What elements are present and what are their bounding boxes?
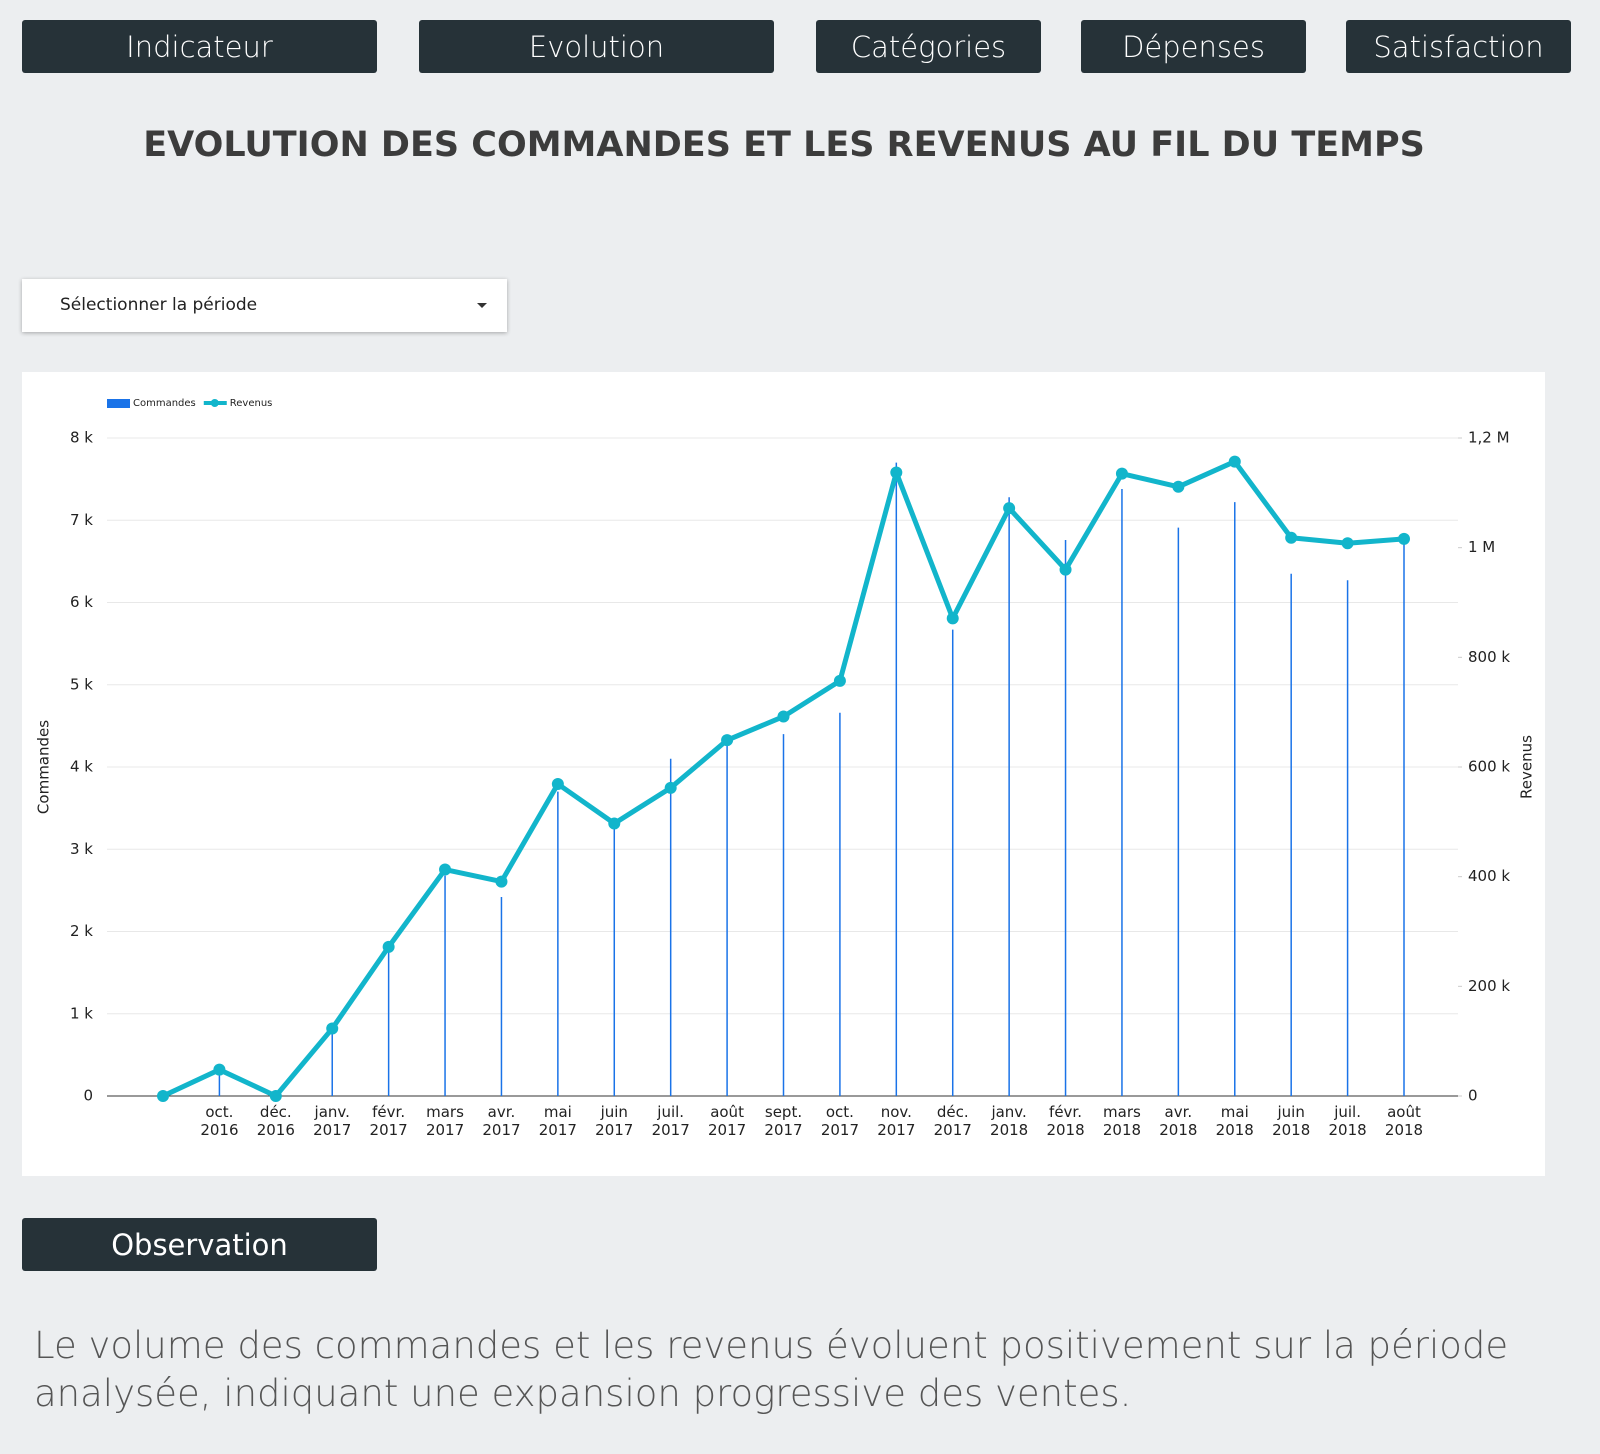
- point: [1059, 563, 1072, 576]
- x-tick-label: mai 2018: [1215, 1103, 1254, 1139]
- x-tick-label: mars 2017: [425, 1103, 465, 1139]
- x-tick-label: févr. 2017: [369, 1103, 408, 1139]
- x-tick-label: sept. 2017: [764, 1103, 803, 1139]
- y2-tick-label: 1 M: [1468, 538, 1495, 556]
- y-tick-label: 6 k: [70, 593, 93, 611]
- x-tick-label: janv. 2017: [313, 1103, 352, 1139]
- x-tick-label: déc. 2017: [933, 1103, 972, 1139]
- point: [1398, 532, 1410, 545]
- nav-button[interactable]: Satisfaction: [1346, 20, 1571, 73]
- point: [551, 777, 564, 790]
- observation-heading: Observation: [22, 1218, 377, 1271]
- point: [1115, 467, 1128, 480]
- point: [439, 863, 452, 876]
- x-tick-label: mai 2017: [538, 1103, 577, 1139]
- y-tick-label: 3 k: [70, 840, 93, 858]
- y-tick-label: 2 k: [70, 922, 93, 940]
- point: [664, 781, 677, 794]
- nav-button[interactable]: Dépenses: [1081, 20, 1306, 73]
- y2-tick-label: 600 k: [1468, 758, 1510, 776]
- page-title: EVOLUTION DES COMMANDES ET LES REVENUS A…: [143, 125, 1425, 165]
- chart: 0 1 k 2 k 3 k 4 k 5 k 6 k 7 k 8 k 0 200 k 400 k 600 …: [35, 398, 1536, 1105]
- nav-button[interactable]: Catégories: [816, 20, 1041, 73]
- x-tick-label: avr. 2017: [482, 1103, 521, 1139]
- legend-swatch: [210, 399, 219, 407]
- point: [946, 612, 959, 625]
- point: [1003, 502, 1016, 515]
- point: [213, 1063, 226, 1076]
- x-tick-label: juin 2017: [595, 1103, 634, 1139]
- x-tick-label: juin 2018: [1272, 1103, 1311, 1139]
- x-tick-label: mars 2018: [1102, 1103, 1142, 1139]
- point: [1172, 480, 1185, 493]
- point: [608, 817, 621, 830]
- y-tick-label: 0: [83, 1087, 93, 1105]
- x-tick-label: juil. 2017: [651, 1103, 690, 1139]
- x-tick-label: avr. 2018: [1159, 1103, 1198, 1139]
- y2-tick-label: 800 k: [1468, 648, 1510, 666]
- y-tick-label: 8 k: [70, 429, 93, 447]
- y2-tick-label: 400 k: [1468, 867, 1510, 885]
- y2-tick-label: 1,2 M: [1468, 429, 1510, 447]
- legend-label: Revenus: [230, 398, 273, 409]
- observation-text: Le volume des commandes et les revenus é…: [34, 1324, 1509, 1415]
- y2-axis-title: Revenus: [1518, 735, 1536, 799]
- nav-button[interactable]: Indicateur: [22, 20, 377, 73]
- point: [721, 734, 734, 747]
- y-axis-title: Commandes: [35, 720, 53, 814]
- x-tick-label: août 2018: [1384, 1103, 1424, 1139]
- point: [1341, 537, 1354, 550]
- point: [833, 674, 846, 687]
- y2-tick-label: 200 k: [1468, 977, 1510, 995]
- y-tick-label: 1 k: [70, 1004, 93, 1022]
- dropdown-arrow: [477, 303, 487, 308]
- x-tick-label: nov. 2017: [877, 1103, 916, 1139]
- legend-swatch: [107, 399, 130, 408]
- point: [157, 1090, 169, 1102]
- x-tick-label: juil. 2018: [1328, 1103, 1367, 1139]
- point: [777, 710, 790, 723]
- point: [382, 940, 395, 953]
- chart-card: 0 1 k 2 k 3 k 4 k 5 k 6 k 7 k 8 k 0 200 k 400 k 600 …: [22, 372, 1545, 1176]
- y-tick-label: 5 k: [70, 675, 93, 693]
- x-tick-label: janv. 2018: [990, 1103, 1029, 1139]
- nav-button[interactable]: Evolution: [419, 20, 774, 73]
- x-tick-label: déc. 2016: [256, 1103, 295, 1139]
- y-tick-label: 4 k: [70, 758, 93, 776]
- legend-label: Commandes: [133, 398, 196, 409]
- point: [495, 875, 508, 888]
- point: [269, 1090, 282, 1102]
- point: [1228, 455, 1241, 468]
- y-tick-label: 7 k: [70, 511, 93, 529]
- point: [326, 1022, 339, 1035]
- period-dropdown[interactable]: Sélectionner la période: [22, 279, 507, 332]
- point: [1285, 531, 1298, 544]
- y2-tick-label: 0: [1468, 1087, 1478, 1105]
- x-tick-label: oct. 2017: [820, 1103, 859, 1139]
- x-tick-label: août 2017: [707, 1103, 747, 1139]
- dropdown-label: Sélectionner la période: [60, 295, 258, 315]
- x-tick-label: oct. 2016: [200, 1103, 239, 1139]
- x-tick-label: févr. 2018: [1046, 1103, 1085, 1139]
- point: [890, 466, 903, 479]
